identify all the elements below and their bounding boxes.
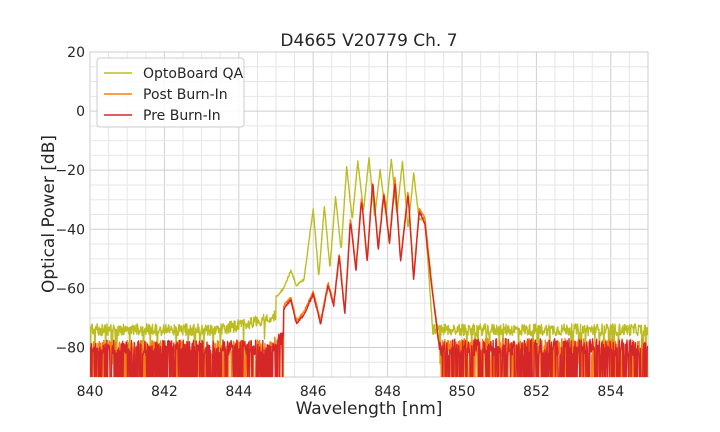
x-tick-label: 846 (300, 384, 327, 400)
x-axis-ticks: 840 842 844 846 848 850 852 854 (77, 384, 625, 400)
y-tick-label: −40 (55, 222, 85, 238)
series-line-optoboard-qa (90, 157, 648, 372)
x-tick-label: 852 (523, 384, 550, 400)
plot-area (90, 157, 648, 377)
x-tick-label: 854 (597, 384, 624, 400)
legend-label: Post Burn-In (143, 87, 228, 103)
y-tick-label: 0 (76, 104, 85, 120)
y-tick-label: −20 (55, 163, 85, 179)
x-tick-label: 844 (225, 384, 252, 400)
chart-title: D4665 V20779 Ch. 7 (280, 31, 457, 51)
y-axis-label: Optical Power [dB] (39, 135, 59, 293)
x-tick-label: 840 (77, 384, 104, 400)
y-axis-ticks: −80 −60 −40 −20 0 20 (55, 45, 85, 356)
x-tick-label: 850 (449, 384, 476, 400)
x-tick-label: 848 (374, 384, 401, 400)
legend-label: Pre Burn-In (143, 108, 221, 124)
y-tick-label: 20 (67, 45, 85, 61)
x-tick-label: 842 (151, 384, 178, 400)
legend: OptoBoard QA Post Burn-In Pre Burn-In (96, 57, 245, 128)
legend-box (96, 57, 245, 128)
y-tick-label: −60 (55, 281, 85, 297)
plot-frame (89, 51, 649, 378)
y-tick-label: −80 (55, 340, 85, 356)
series-line-pre-burn-in (90, 183, 648, 377)
x-axis-label: Wavelength [nm] (296, 399, 443, 419)
legend-label: OptoBoard QA (143, 66, 244, 82)
